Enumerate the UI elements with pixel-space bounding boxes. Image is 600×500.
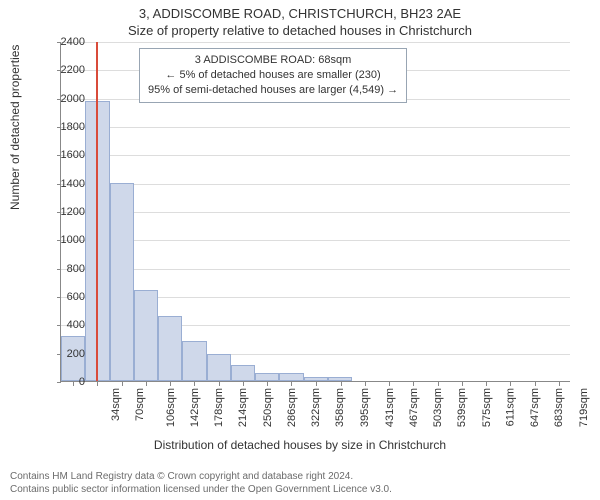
gridline <box>61 127 570 128</box>
ytick-label: 1800 <box>45 121 85 133</box>
histogram-bar <box>231 365 255 381</box>
xtick-label: 611sqm <box>504 388 516 426</box>
histogram-bar <box>304 377 328 381</box>
histogram-bar <box>207 354 231 381</box>
xtick-mark <box>535 382 536 386</box>
chart-area: 34sqm70sqm106sqm142sqm178sqm214sqm250sqm… <box>60 42 570 422</box>
xtick-label: 575sqm <box>481 388 493 427</box>
xtick-mark <box>170 382 171 386</box>
xtick-label: 106sqm <box>165 388 177 427</box>
xtick-label: 539sqm <box>456 388 468 427</box>
ytick-label: 0 <box>45 376 85 388</box>
xtick-label: 719sqm <box>578 388 590 427</box>
annotation-box: 3 ADDISCOMBE ROAD: 68sqm ← 5% of detache… <box>139 48 407 103</box>
annotation-line: 95% of semi-detached houses are larger (… <box>148 83 398 98</box>
xtick-mark <box>316 382 317 386</box>
xtick-label: 358sqm <box>335 388 347 427</box>
gridline <box>61 155 570 156</box>
ytick-label: 400 <box>45 319 85 331</box>
xtick-label: 70sqm <box>134 388 146 421</box>
ytick-label: 2400 <box>45 36 85 48</box>
page-subtitle: Size of property relative to detached ho… <box>10 23 590 38</box>
xtick-label: 647sqm <box>529 388 541 427</box>
marker-line <box>96 42 98 381</box>
page-title: 3, ADDISCOMBE ROAD, CHRISTCHURCH, BH23 2… <box>10 6 590 21</box>
xtick-mark <box>365 382 366 386</box>
histogram-bar <box>182 341 206 381</box>
xtick-mark <box>389 382 390 386</box>
histogram-bar <box>134 290 158 381</box>
annotation-line: ← 5% of detached houses are smaller (230… <box>148 68 398 83</box>
ytick-label: 2200 <box>45 64 85 76</box>
ytick-label: 1400 <box>45 178 85 190</box>
footer-line: Contains HM Land Registry data © Crown c… <box>10 470 392 483</box>
gridline <box>61 184 570 185</box>
xtick-mark <box>97 382 98 386</box>
histogram-bar <box>110 183 134 381</box>
xtick-mark <box>146 382 147 386</box>
xtick-label: 178sqm <box>213 388 225 427</box>
ytick-label: 1600 <box>45 149 85 161</box>
xtick-mark <box>243 382 244 386</box>
xtick-label: 214sqm <box>238 388 250 427</box>
xtick-mark <box>194 382 195 386</box>
xtick-mark <box>122 382 123 386</box>
xtick-label: 395sqm <box>359 388 371 427</box>
histogram-bar <box>255 373 279 382</box>
xtick-mark <box>291 382 292 386</box>
xtick-mark <box>486 382 487 386</box>
xtick-mark <box>510 382 511 386</box>
footer-text: Contains HM Land Registry data © Crown c… <box>10 470 392 496</box>
gridline <box>61 269 570 270</box>
ytick-label: 1200 <box>45 206 85 218</box>
x-axis-label: Distribution of detached houses by size … <box>0 438 600 452</box>
xtick-label: 250sqm <box>262 388 274 427</box>
xtick-mark <box>559 382 560 386</box>
annotation-line: 3 ADDISCOMBE ROAD: 68sqm <box>148 53 398 68</box>
xtick-mark <box>462 382 463 386</box>
xtick-label: 683sqm <box>554 388 566 427</box>
histogram-bar <box>158 316 182 381</box>
ytick-label: 1000 <box>45 234 85 246</box>
ytick-label: 800 <box>45 263 85 275</box>
xtick-label: 431sqm <box>384 388 396 427</box>
gridline <box>61 240 570 241</box>
xtick-label: 322sqm <box>310 388 322 427</box>
xtick-label: 142sqm <box>189 388 201 427</box>
xtick-label: 467sqm <box>408 388 420 427</box>
plot-area: 34sqm70sqm106sqm142sqm178sqm214sqm250sqm… <box>60 42 570 382</box>
xtick-mark <box>219 382 220 386</box>
xtick-mark <box>413 382 414 386</box>
gridline <box>61 42 570 43</box>
xtick-label: 503sqm <box>432 388 444 427</box>
y-axis-label: Number of detached properties <box>8 45 22 210</box>
histogram-bar <box>279 373 303 382</box>
ytick-label: 600 <box>45 291 85 303</box>
gridline <box>61 212 570 213</box>
xtick-mark <box>267 382 268 386</box>
xtick-mark <box>341 382 342 386</box>
xtick-label: 286sqm <box>286 388 298 427</box>
ytick-label: 200 <box>45 348 85 360</box>
xtick-mark <box>438 382 439 386</box>
histogram-bar <box>328 377 352 381</box>
ytick-label: 2000 <box>45 93 85 105</box>
page: 3, ADDISCOMBE ROAD, CHRISTCHURCH, BH23 2… <box>0 0 600 500</box>
footer-line: Contains public sector information licen… <box>10 483 392 496</box>
xtick-label: 34sqm <box>110 388 122 421</box>
